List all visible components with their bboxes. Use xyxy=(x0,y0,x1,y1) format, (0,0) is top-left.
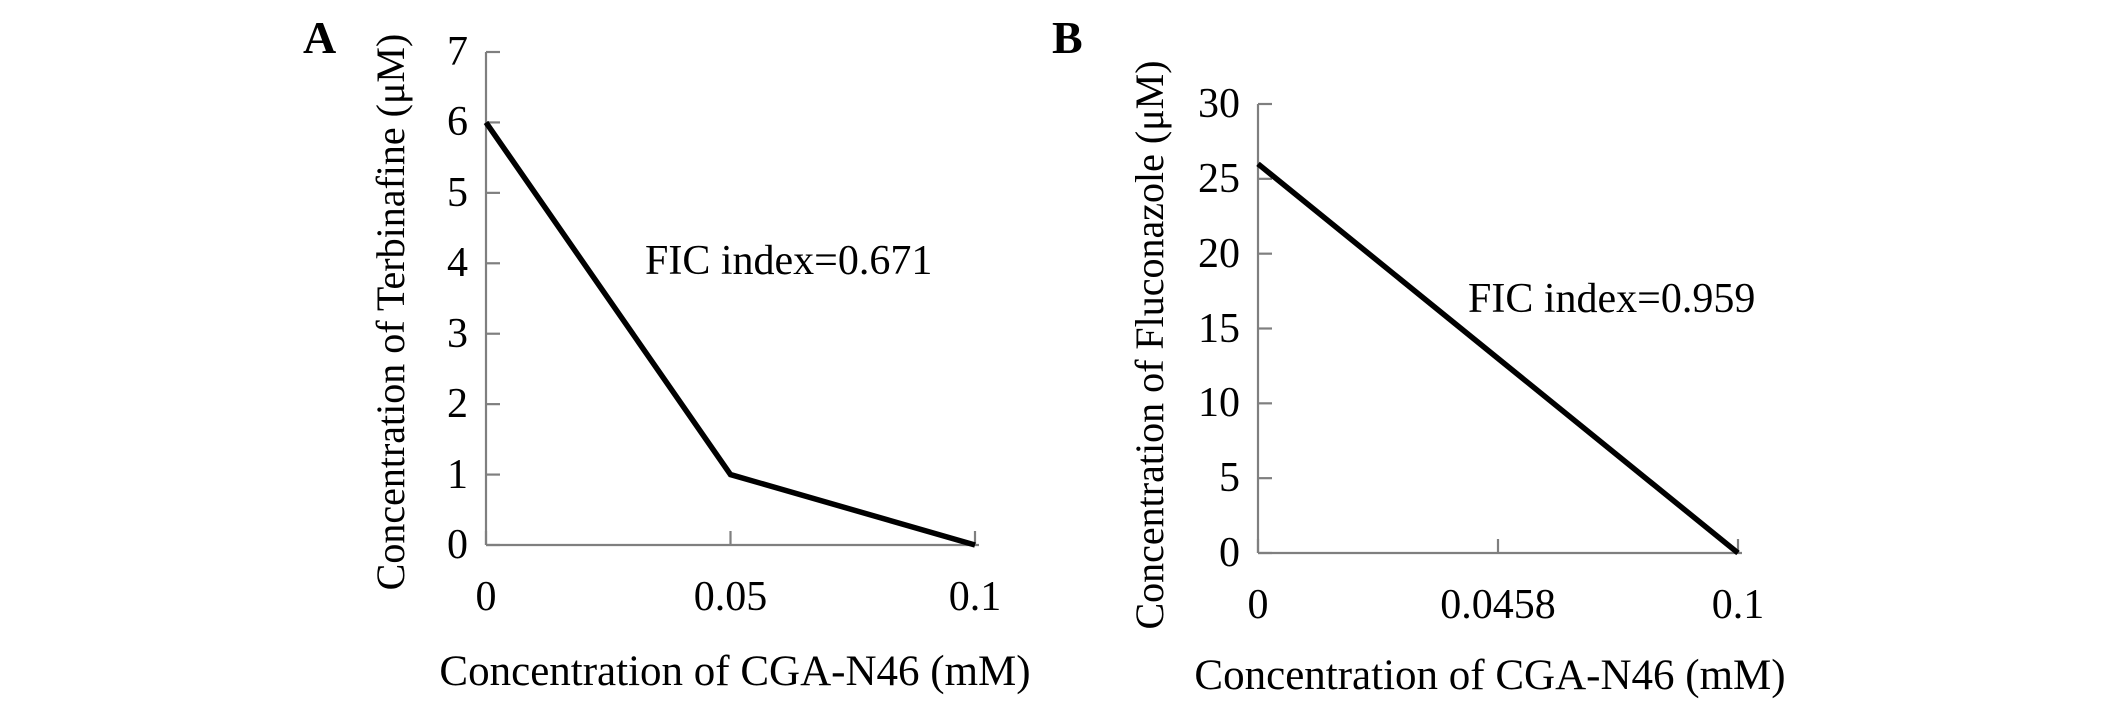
y-tick-label: 7 xyxy=(447,29,468,75)
panel-label-a: A xyxy=(303,12,337,63)
x-tick-label: 0.05 xyxy=(693,574,768,620)
y-tick-label: 10 xyxy=(1198,380,1240,427)
y-tick-label: 30 xyxy=(1198,81,1240,127)
x-tick-label: 0.1 xyxy=(1711,582,1765,628)
y-tick-label: 4 xyxy=(447,240,468,287)
y-tick-label: 2 xyxy=(447,381,468,428)
isobologram-line xyxy=(483,120,976,548)
isobologram-line xyxy=(1256,161,1740,556)
x-tick-label: 0 xyxy=(1247,582,1269,628)
y-tick-label: 15 xyxy=(1198,305,1240,352)
x-axis-title-b: Concentration of CGA-N46 (mM) xyxy=(1194,652,1786,699)
x-tick-label: 0.0458 xyxy=(1440,582,1556,628)
y-tick-label: 1 xyxy=(447,451,468,498)
x-axis-title-a: Concentration of CGA-N46 (mM) xyxy=(439,648,1031,695)
y-tick-label: 5 xyxy=(1219,455,1240,502)
y-tick-label: 0 xyxy=(1219,530,1240,576)
fic-annotation-a: FIC index=0.671 xyxy=(645,238,933,284)
fic-annotation-b: FIC index=0.959 xyxy=(1468,276,1756,322)
x-tick-label: 0 xyxy=(475,574,497,620)
y-tick-label: 6 xyxy=(447,99,468,146)
y-tick-label: 25 xyxy=(1198,155,1240,202)
panel-label-b: B xyxy=(1052,12,1083,63)
y-tick-label: 20 xyxy=(1198,230,1240,277)
y-tick-label: 5 xyxy=(447,169,468,216)
y-tick-label: 3 xyxy=(447,310,468,357)
x-tick-label: 0.1 xyxy=(948,574,1002,620)
y-tick-label: 0 xyxy=(447,522,468,568)
